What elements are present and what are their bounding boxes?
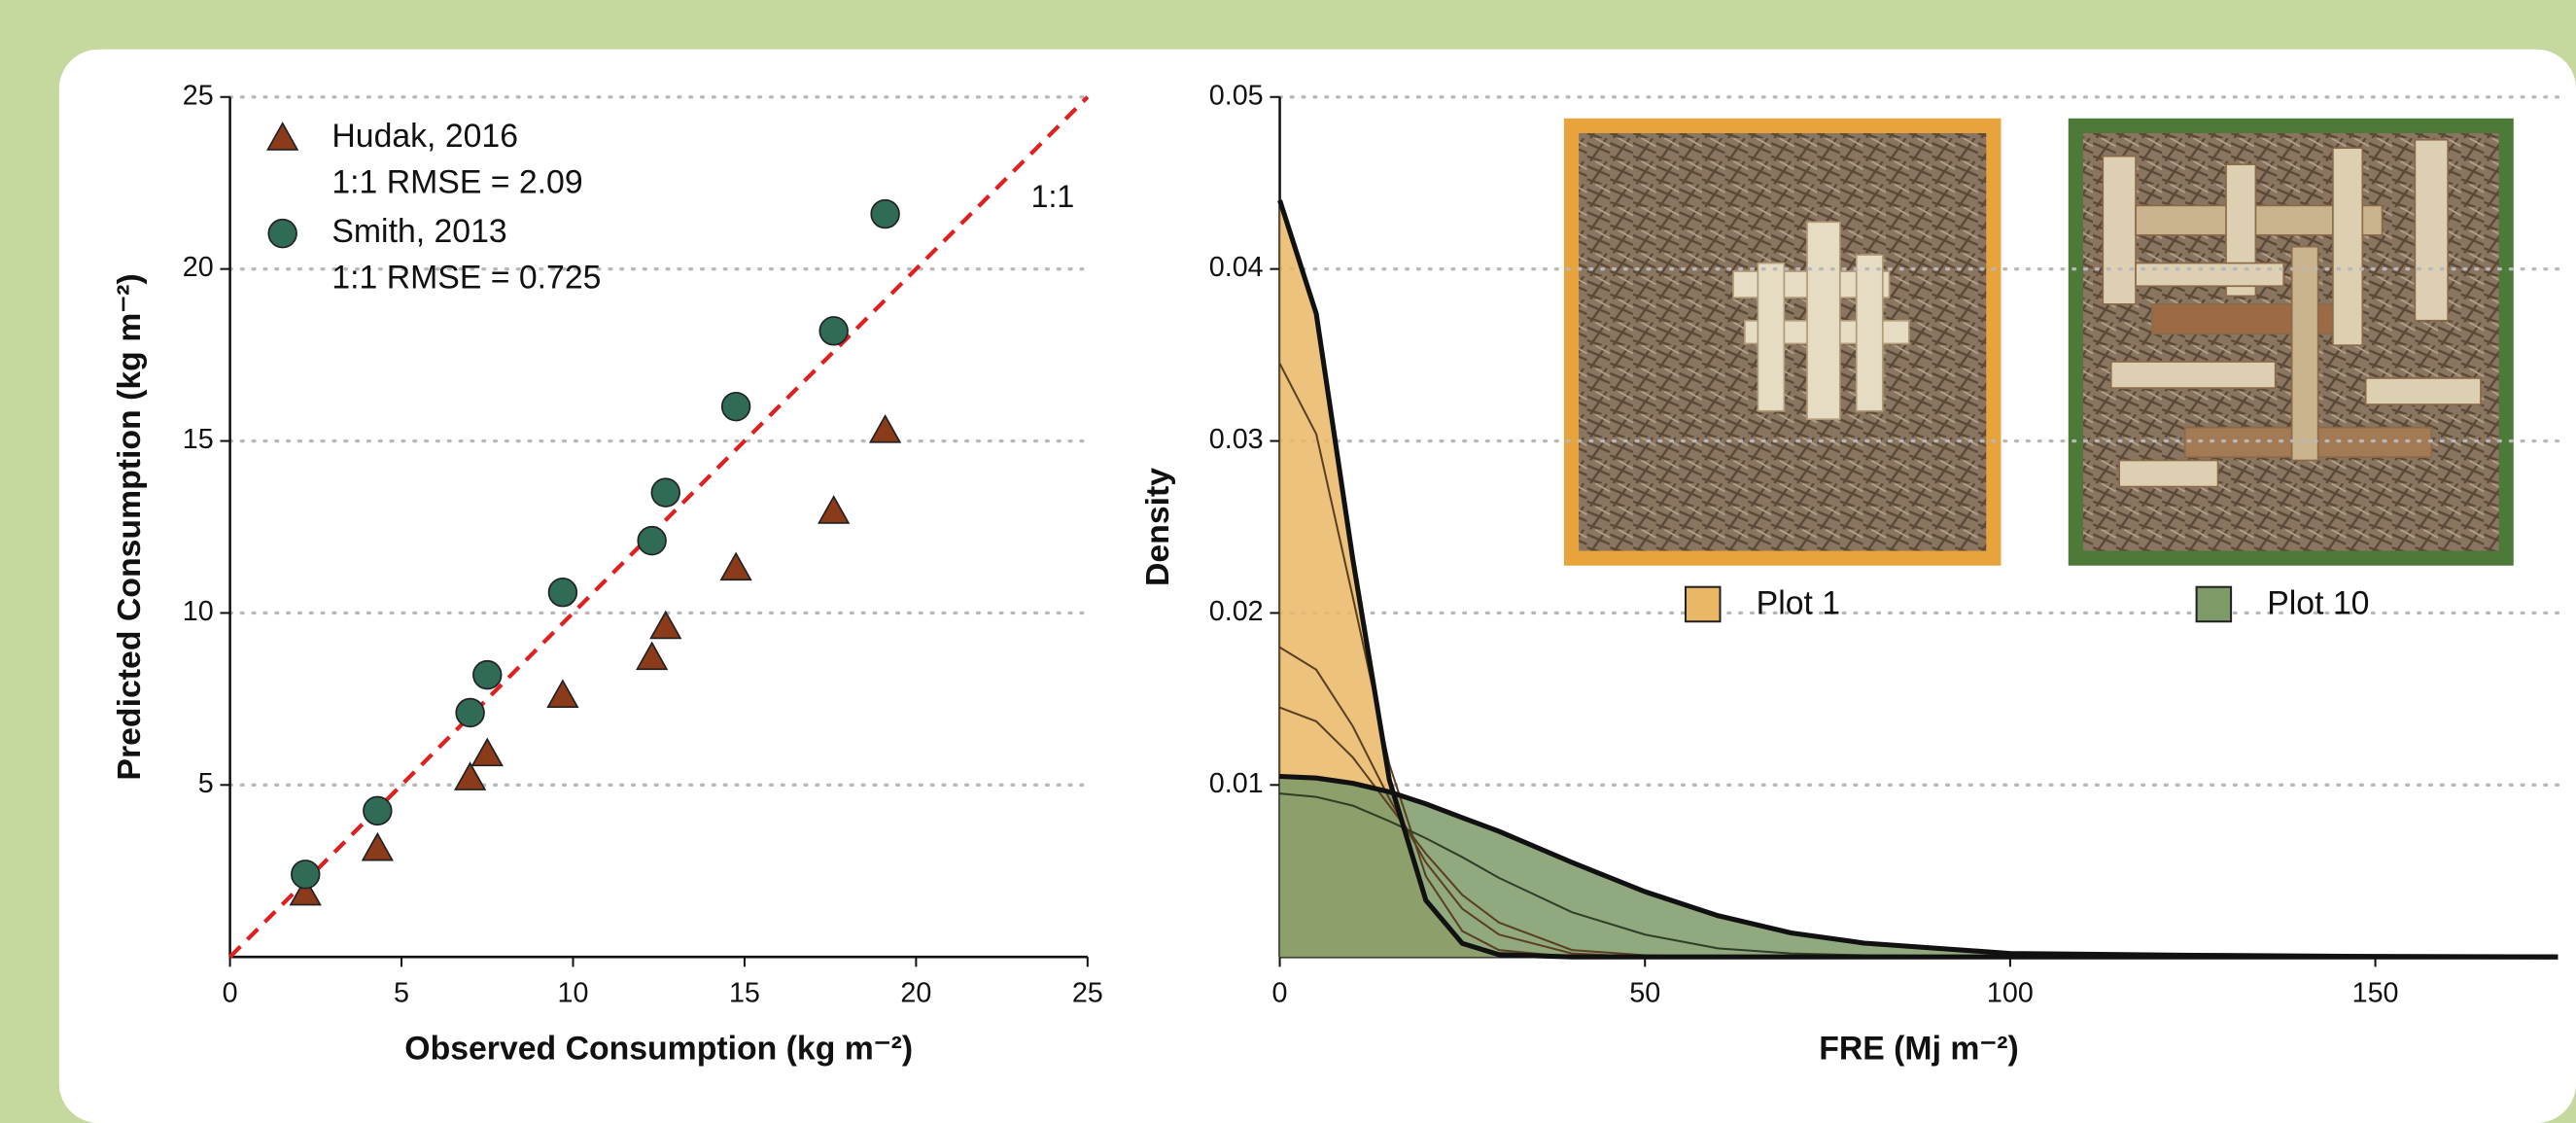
y-tick-label: 25 — [183, 80, 214, 111]
x-tick-label: 15 — [729, 978, 760, 1009]
y-tick-label: 0.05 — [1209, 80, 1264, 111]
triangle-point — [818, 495, 851, 524]
y-tick-label: 10 — [183, 596, 214, 627]
wood — [1732, 221, 1910, 421]
x-tick-label: 20 — [900, 978, 931, 1009]
circle-point — [455, 697, 485, 728]
y-tick-label: 0.04 — [1209, 252, 1264, 283]
legend-marker — [267, 218, 297, 249]
circle-point — [720, 391, 751, 422]
y-tick-label: 0.01 — [1209, 768, 1264, 799]
legend-marker — [266, 122, 299, 151]
x-tick-label: 0 — [1272, 978, 1288, 1009]
circle-point — [650, 477, 680, 508]
circle-point — [870, 198, 900, 229]
y-tick-label: 20 — [183, 252, 214, 283]
legend-label: Plot 10 — [2267, 584, 2369, 621]
triangle-point — [470, 737, 504, 767]
y-axis-label: Predicted Consumption (kg m⁻²) — [111, 273, 148, 780]
legend-swatch — [2195, 585, 2233, 623]
density-outline — [1277, 199, 2559, 960]
y-axis-label: Density — [1139, 468, 1176, 586]
density-area — [1279, 776, 2559, 958]
x-tick-label: 0 — [223, 978, 238, 1009]
circle-point — [637, 525, 667, 556]
legend-label: Plot 1 — [1757, 584, 1840, 621]
x-tick-label: 100 — [1987, 978, 2034, 1009]
triangle-point — [546, 679, 579, 709]
circle-point — [472, 659, 503, 690]
triangle-point — [289, 876, 322, 906]
x-tick-label: 50 — [1629, 978, 1660, 1009]
triangle-point — [453, 761, 487, 790]
x-axis-label: FRE (Mj m⁻²) — [1819, 1031, 2019, 1068]
circle-point — [818, 316, 849, 346]
y-tick-label: 0.03 — [1209, 424, 1264, 455]
x-tick-label: 10 — [558, 978, 589, 1009]
x-tick-label: 5 — [394, 978, 409, 1009]
reference-label: 1:1 — [1031, 179, 1075, 214]
density-outline — [1279, 773, 2559, 960]
legend-annotation: 1:1 RMSE = 2.09 — [331, 163, 582, 200]
triangle-point — [361, 831, 395, 861]
wood — [2102, 138, 2482, 488]
triangle-point — [649, 610, 682, 640]
triangle-point — [868, 413, 902, 443]
x-tick-label: 25 — [1072, 978, 1103, 1009]
triangle-point — [719, 551, 752, 581]
circle-point — [291, 860, 321, 890]
legend-annotation: 1:1 RMSE = 0.725 — [331, 259, 601, 296]
x-axis-label: Observed Consumption (kg m⁻²) — [404, 1031, 913, 1068]
legend-label: Hudak, 2016 — [331, 118, 518, 155]
legend-label: Smith, 2013 — [331, 213, 506, 250]
x-tick-label: 150 — [2352, 978, 2399, 1009]
circle-point — [363, 795, 393, 826]
legend-swatch — [1684, 585, 1722, 623]
triangle-point — [635, 641, 669, 671]
y-tick-label: 5 — [198, 768, 214, 799]
y-tick-label: 0.02 — [1209, 596, 1264, 627]
y-tick-label: 15 — [183, 424, 214, 455]
circle-point — [547, 577, 578, 608]
